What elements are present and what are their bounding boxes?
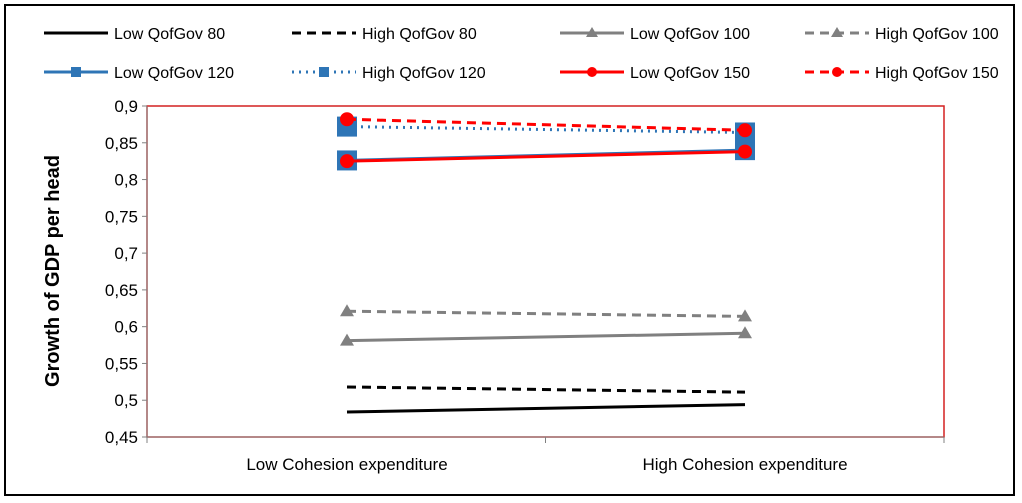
data-point [340, 333, 354, 346]
series-line [346, 331, 746, 343]
x-tick-label: Low Cohesion expenditure [246, 455, 447, 474]
data-point [340, 112, 354, 127]
series-line [346, 385, 746, 394]
y-tick-label: 0,6 [114, 318, 138, 337]
legend-item: Low QofGov 120 [44, 65, 234, 82]
legend-label: Low QofGov 80 [114, 26, 225, 43]
data-point [738, 144, 752, 159]
legend-label: High QofGov 120 [362, 65, 486, 82]
y-tick-label: 0,9 [114, 97, 138, 116]
legend-label: High QofGov 100 [875, 26, 999, 43]
legend-item: Low QofGov 150 [560, 65, 750, 82]
data-point [340, 154, 354, 169]
legend-label: High QofGov 80 [362, 26, 477, 43]
legend-item: Low QofGov 100 [560, 26, 750, 43]
legend-marker [832, 67, 842, 77]
legend-label: Low QofGov 100 [630, 26, 750, 43]
y-tick-label: 0,55 [105, 354, 138, 373]
series-line [346, 150, 746, 163]
legend-label: Low QofGov 150 [630, 65, 750, 82]
data-point [738, 123, 752, 138]
y-tick-label: 0,45 [105, 428, 138, 447]
y-tick-label: 0,85 [105, 134, 138, 153]
legend-item: High QofGov 100 [805, 26, 999, 43]
legend-marker [831, 27, 843, 37]
y-axis-label: Growth of GDP per head [42, 155, 64, 387]
series-line [346, 309, 746, 318]
legend-item: High QofGov 150 [805, 65, 999, 82]
data-point [738, 309, 752, 322]
legend-marker [71, 67, 81, 77]
legend-marker [586, 27, 598, 37]
legend-label: High QofGov 150 [875, 65, 999, 82]
series-line [346, 403, 746, 414]
x-tick-label: High Cohesion expenditure [642, 455, 847, 474]
legend: Low QofGov 80 High QofGov 80 Low QofGov 10… [44, 26, 999, 82]
series-line [346, 117, 746, 132]
legend-marker [319, 67, 329, 77]
plot-area: 0,45 0,5 0,55 0,6 0,65 0,7 0,75 0,8 0,85 0,9 Low C… [105, 97, 945, 474]
y-tick-label: 0,65 [105, 281, 138, 300]
data-point [340, 304, 354, 317]
y-tick-label: 0,5 [114, 391, 138, 410]
y-tick-label: 0,75 [105, 207, 138, 226]
data-point [738, 326, 752, 339]
y-tick-label: 0,8 [114, 171, 138, 190]
y-tick-label: 0,7 [114, 244, 138, 263]
legend-marker [587, 67, 597, 77]
legend-item: High QofGov 80 [292, 26, 477, 43]
legend-label: Low QofGov 120 [114, 65, 234, 82]
chart-frame [4, 4, 1015, 496]
legend-item: Low QofGov 80 [44, 26, 225, 43]
legend-item: High QofGov 120 [292, 65, 486, 82]
